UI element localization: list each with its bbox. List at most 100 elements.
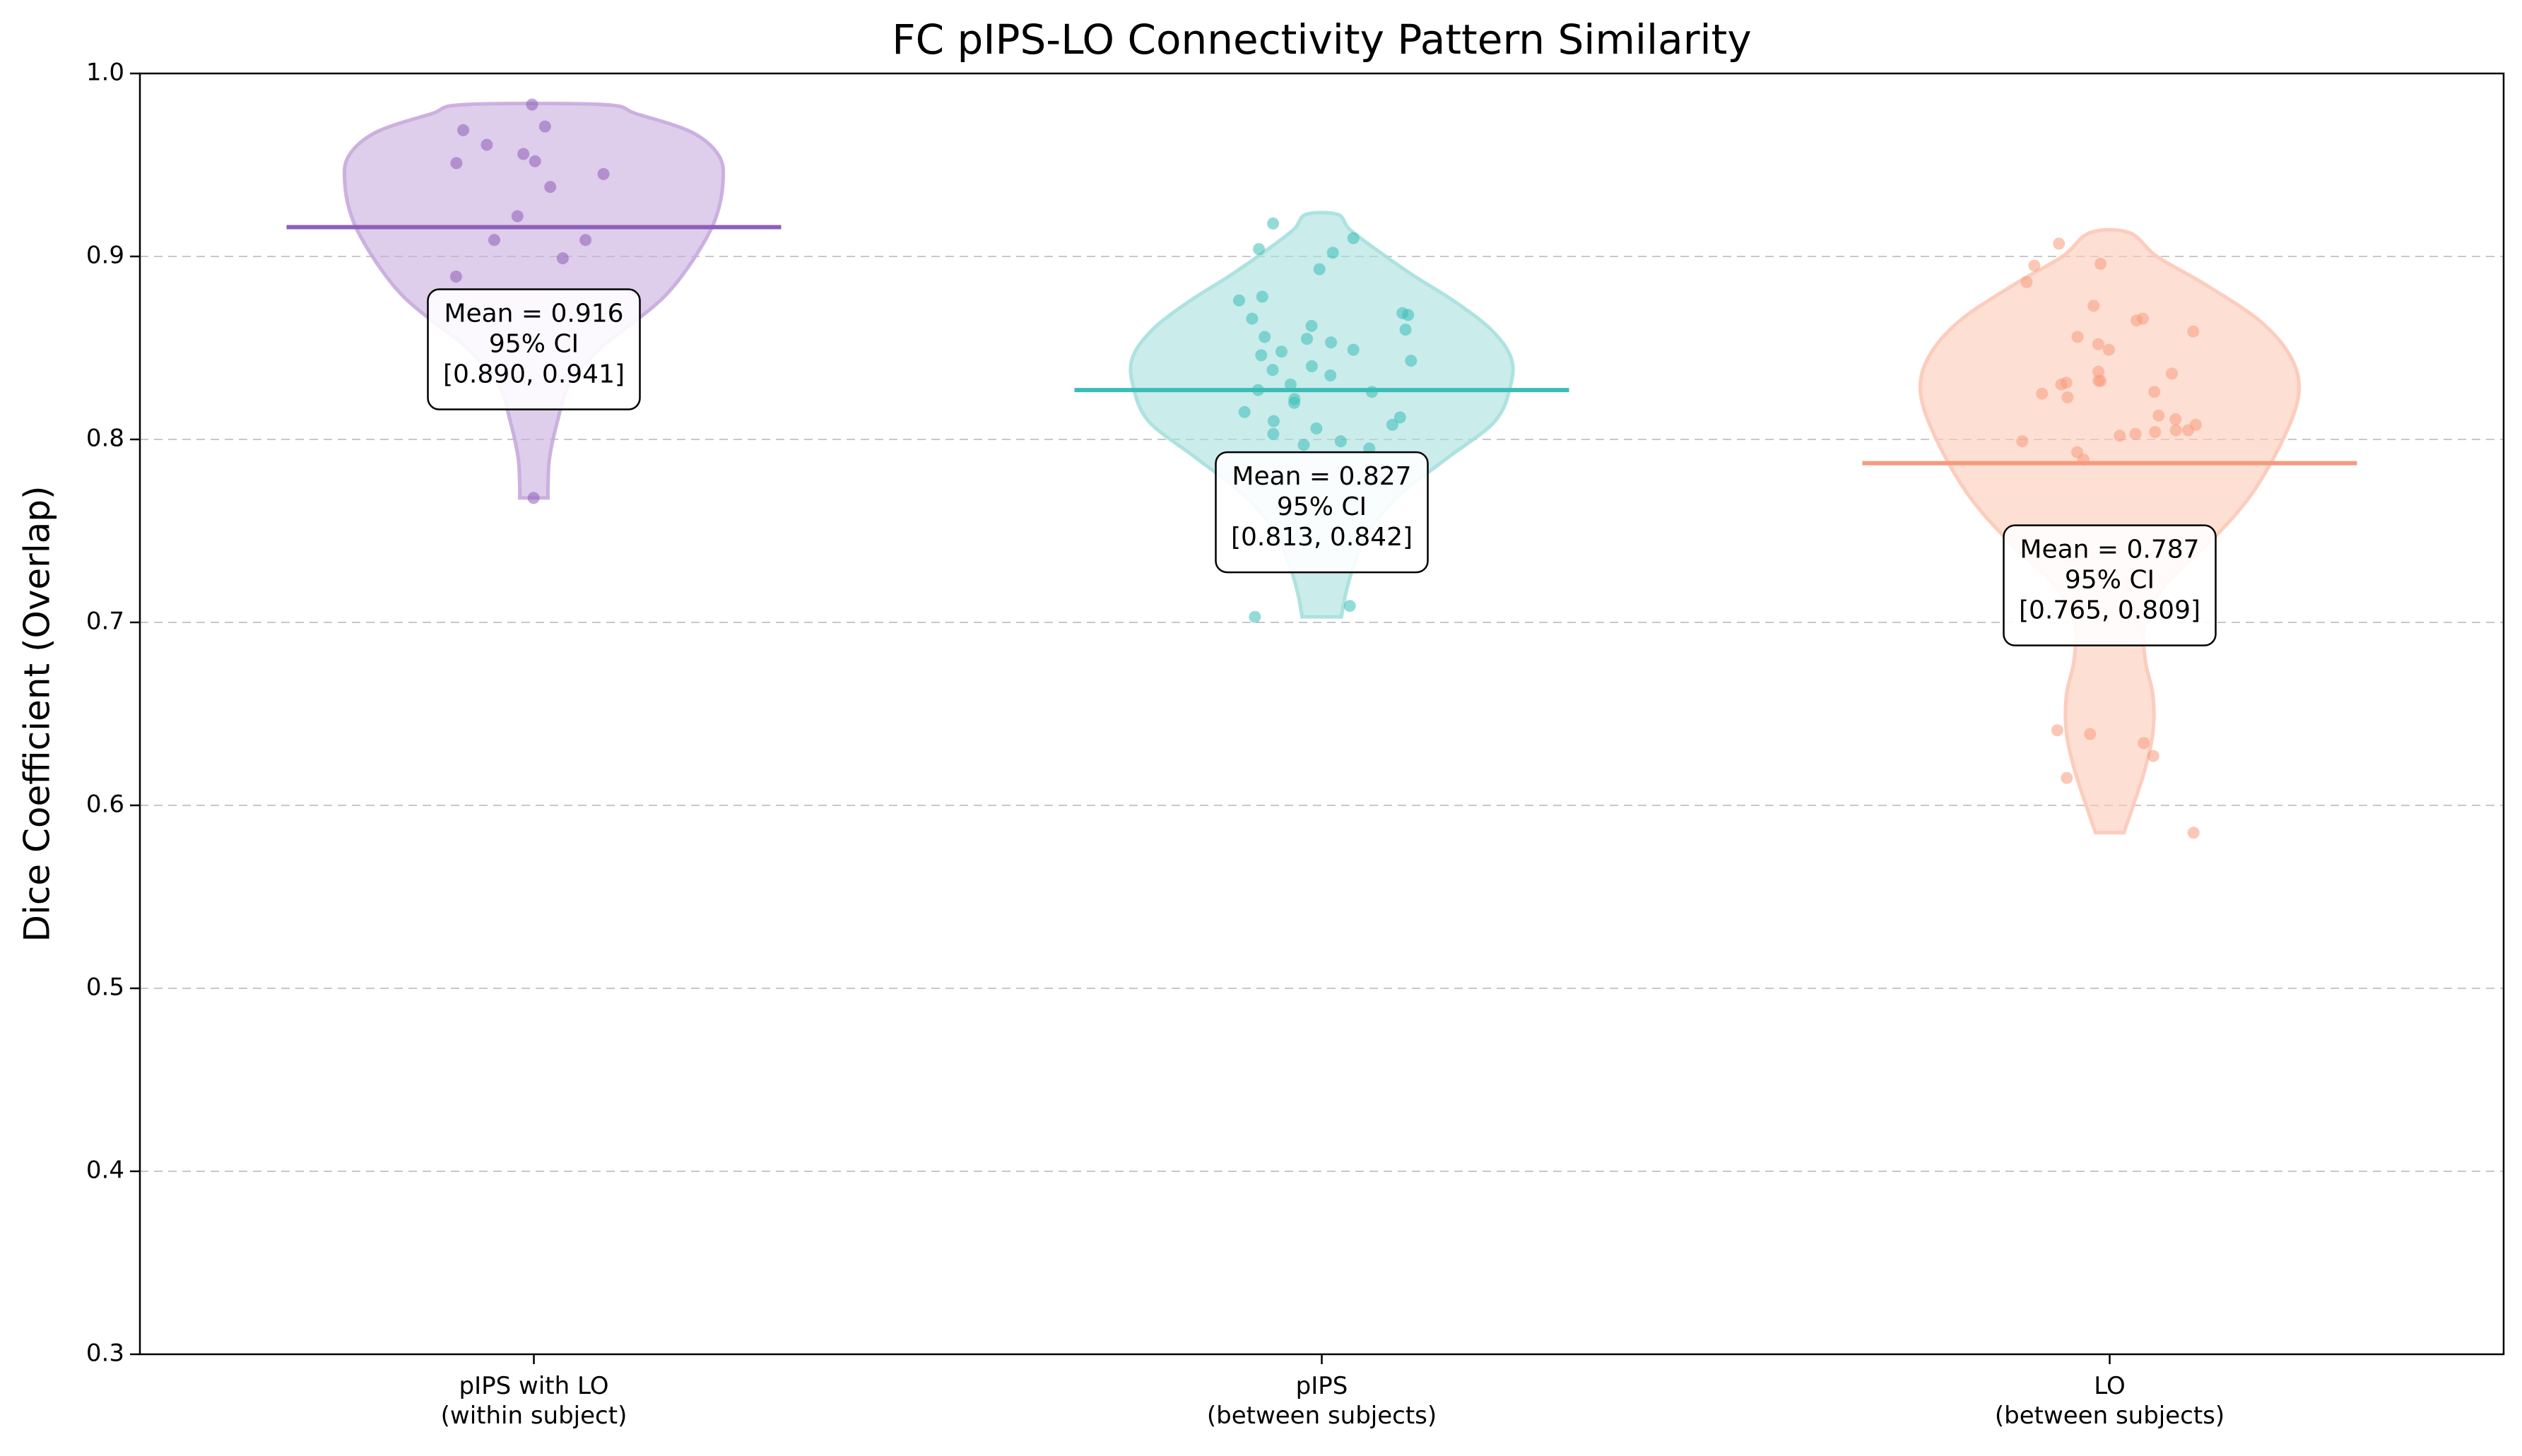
- data-point: [2061, 391, 2074, 403]
- y-tick-label: 0.7: [86, 608, 124, 636]
- stats-annotation-box: [2003, 524, 2217, 646]
- data-point: [511, 210, 524, 223]
- stats-annotation-text: Mean = 0.916: [444, 300, 623, 329]
- y-tick-label: 0.8: [86, 425, 124, 453]
- x-tick-label: LO: [2094, 1372, 2126, 1400]
- data-point: [1267, 217, 1280, 230]
- stats-annotation-box: [1215, 451, 1429, 574]
- data-point: [527, 492, 540, 504]
- y-tick-label: 0.6: [86, 791, 124, 819]
- data-point: [1305, 319, 1318, 332]
- data-point: [1288, 396, 1300, 409]
- y-tick-label: 1.0: [86, 59, 124, 87]
- data-point: [2187, 325, 2200, 338]
- y-tick-label: 0.4: [86, 1156, 124, 1185]
- data-point: [2102, 343, 2115, 356]
- data-point: [2152, 409, 2165, 422]
- data-point: [1238, 406, 1251, 418]
- data-point: [2036, 387, 2049, 400]
- stats-annotation-text: 95% CI: [489, 330, 579, 359]
- data-point: [1256, 290, 1268, 303]
- data-point: [529, 155, 541, 167]
- data-point: [1255, 349, 1268, 362]
- data-point: [1399, 324, 1412, 336]
- y-tick-label: 0.5: [86, 973, 124, 1002]
- data-point: [2016, 435, 2029, 448]
- data-point: [450, 157, 463, 170]
- data-point: [2028, 259, 2041, 272]
- data-point: [1284, 378, 1297, 391]
- data-point: [2087, 300, 2100, 312]
- data-point: [2147, 750, 2159, 762]
- data-point: [1393, 411, 1406, 424]
- data-point: [2084, 728, 2097, 740]
- data-point: [2061, 771, 2073, 784]
- data-point: [2094, 257, 2107, 270]
- data-point: [2166, 367, 2178, 380]
- data-point: [2182, 424, 2194, 437]
- data-point: [1313, 263, 1326, 276]
- data-point: [488, 234, 500, 247]
- data-point: [1246, 312, 1259, 325]
- chart-title: FC pIPS-LO Connectivity Pattern Similari…: [892, 16, 1751, 64]
- data-point: [1268, 415, 1280, 427]
- stats-annotation-text: Mean = 0.787: [2020, 535, 2199, 564]
- data-point: [1347, 232, 1360, 244]
- stats-annotation-box: [427, 288, 641, 410]
- data-point: [556, 252, 569, 265]
- data-point: [2131, 314, 2143, 327]
- data-point: [457, 124, 469, 136]
- stats-annotation-text: 95% CI: [2065, 566, 2155, 595]
- data-point: [2051, 724, 2063, 737]
- data-point: [1326, 247, 1339, 259]
- data-point: [1249, 610, 1261, 623]
- data-point: [526, 98, 538, 111]
- data-points: [449, 98, 2202, 839]
- data-point: [2169, 413, 2182, 425]
- data-point: [481, 138, 493, 151]
- data-point: [1275, 345, 1287, 358]
- data-point: [2138, 737, 2150, 750]
- data-point: [1324, 369, 1337, 381]
- data-point: [2169, 424, 2182, 437]
- data-point: [1301, 333, 1313, 345]
- data-point: [1402, 309, 1415, 321]
- stats-annotation-text: [0.890, 0.941]: [443, 360, 625, 389]
- data-point: [517, 148, 530, 160]
- stats-annotation-text: Mean = 0.827: [1232, 462, 1411, 491]
- data-point: [1310, 422, 1323, 434]
- data-point: [2149, 426, 2162, 439]
- data-point: [1253, 243, 1266, 256]
- data-point: [1343, 600, 1356, 612]
- y-tick-label: 0.3: [86, 1339, 124, 1368]
- stats-annotation-text: [0.765, 0.809]: [2019, 596, 2200, 625]
- data-point: [2092, 338, 2104, 350]
- data-point: [2055, 378, 2068, 391]
- data-point: [2053, 237, 2066, 250]
- data-point: [1259, 331, 1271, 343]
- data-point: [1334, 435, 1347, 448]
- y-axis-label: Dice Coefficient (Overlap): [17, 485, 58, 942]
- data-point: [1305, 360, 1318, 372]
- data-point: [2092, 365, 2105, 378]
- data-point: [2020, 276, 2033, 288]
- data-point: [1405, 355, 1418, 367]
- data-point: [1297, 439, 1310, 451]
- x-tick-label-sub: (between subjects): [1207, 1402, 1437, 1430]
- violin-body: [1129, 211, 1515, 619]
- data-point: [1347, 343, 1360, 356]
- x-tick-label-sub: (within subject): [441, 1402, 627, 1430]
- data-point: [1233, 294, 1245, 307]
- data-point: [579, 234, 592, 247]
- data-point: [1386, 418, 1398, 431]
- stats-annotation-text: 95% CI: [1277, 492, 1367, 521]
- x-tick-label: pIPS: [1296, 1372, 1348, 1400]
- data-point: [2114, 430, 2126, 442]
- x-tick-label-sub: (between subjects): [1995, 1402, 2225, 1430]
- x-tick-label: pIPS with LO: [459, 1372, 609, 1400]
- data-point: [1267, 427, 1280, 440]
- data-point: [2092, 374, 2105, 387]
- data-point: [2071, 331, 2084, 343]
